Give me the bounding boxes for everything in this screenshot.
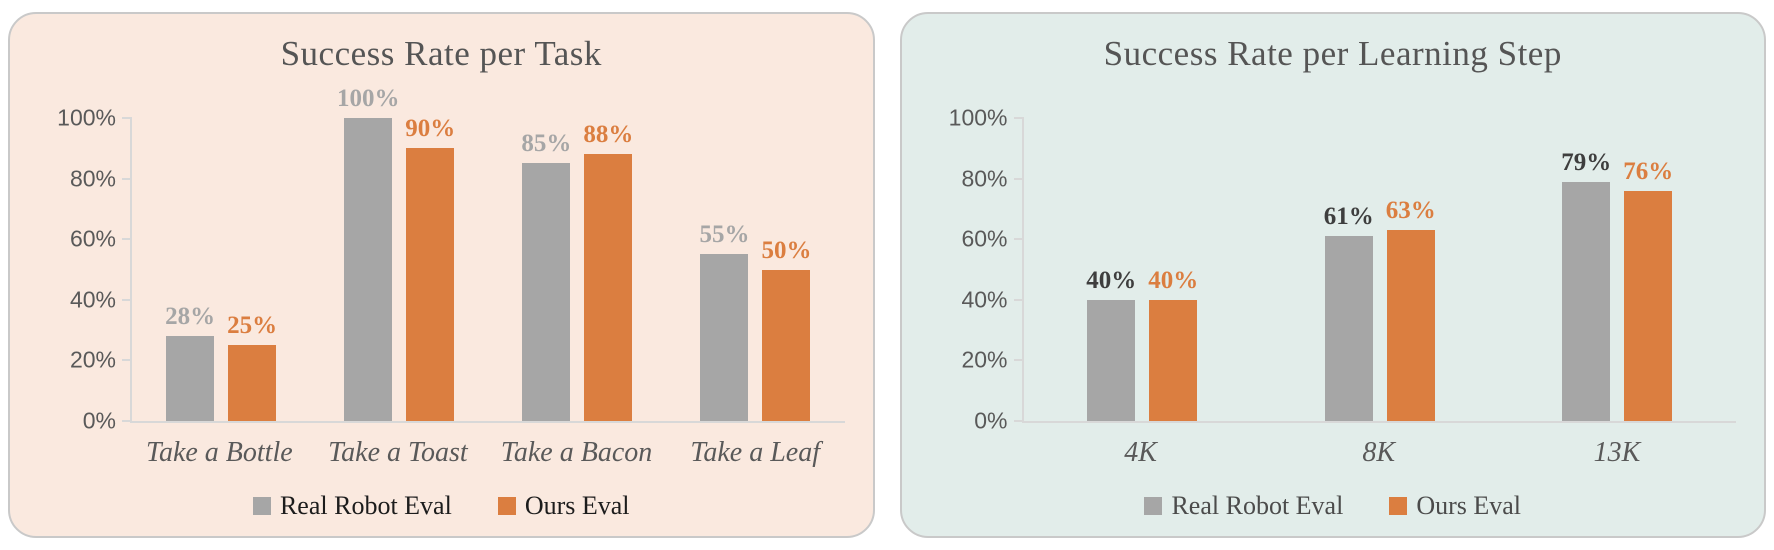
y-axis-tick-mark <box>122 420 132 422</box>
bar-group: 61% 63% <box>1261 118 1499 421</box>
y-axis-tick-label: 0% <box>974 407 1008 434</box>
chart-panel-learning-step: Success Rate per Learning Step 40% 40% 61%… <box>899 12 1766 538</box>
bar: 63% <box>1386 198 1436 421</box>
legend-item-real-robot-eval: Real Robot Eval <box>252 491 452 521</box>
legend: Real Robot Eval Ours Eval <box>22 491 861 521</box>
bar: 55% <box>699 222 749 421</box>
legend-swatch-gray-icon <box>252 497 271 515</box>
bar: 25% <box>227 313 277 421</box>
y-axis-tick-label: 20% <box>69 346 116 373</box>
x-axis-category-label: Take a Bacon <box>500 437 653 468</box>
legend-label: Real Robot Eval <box>279 491 452 520</box>
y-axis-tick-label: 0% <box>82 407 116 434</box>
y-axis-tick-label: 80% <box>961 165 1008 192</box>
x-axis-labels: 4K 8K 13K <box>1022 437 1737 469</box>
bar: 28% <box>165 304 215 421</box>
y-axis-tick-mark <box>1013 177 1024 180</box>
x-axis-category-label: 4K <box>1124 437 1157 468</box>
legend-label: Real Robot Eval <box>1171 491 1344 520</box>
bar-group: 28% 25% <box>132 118 310 421</box>
bar: 100% <box>337 86 399 421</box>
y-axis-tick-mark <box>1013 359 1024 362</box>
x-axis-labels: Take a Bottle Take a Toast Take a Bacon Tak… <box>130 437 845 469</box>
y-axis-tick-label: 20% <box>961 346 1008 373</box>
legend-label: Ours Eval <box>1416 491 1522 520</box>
bar-group: 40% 40% <box>1024 118 1262 421</box>
x-axis-category-label: 13K <box>1593 437 1641 468</box>
legend-item-real-robot-eval: Real Robot Eval <box>1144 491 1343 521</box>
x-axis-category-label: Take a Bottle <box>145 437 293 468</box>
chart-title: Success Rate per Learning Step <box>1103 34 1562 73</box>
bar: 76% <box>1623 159 1673 421</box>
bar: 40% <box>1086 268 1136 421</box>
chart-body: 40% 40% 61% 63% 79% 76% 0% 20% 40% 60% 80% 100% <box>949 106 1737 432</box>
bar-groups: 40% 40% 61% 63% 79% 76% <box>1024 118 1737 421</box>
bar-value-label: 50% <box>761 236 812 264</box>
legend-swatch-gray-icon <box>1144 497 1163 515</box>
bar-groups: 28% 25% 100% 90% 85% 88% 55% 50% <box>132 86 845 421</box>
y-axis-tick-mark <box>1013 238 1024 241</box>
bar: 79% <box>1561 150 1611 421</box>
y-axis-tick-mark <box>122 238 132 241</box>
chart-panel-task: Success Rate per Task 28% 25% 100% 90% 85% 88… <box>8 12 875 538</box>
x-axis-category-label: Take a Leaf <box>690 437 820 468</box>
y-axis-tick-label: 100% <box>948 104 1008 131</box>
y-axis-tick-label: 40% <box>69 286 116 313</box>
bar-value-label: 90% <box>405 115 456 143</box>
legend-item-ours-eval: Ours Eval <box>497 491 630 521</box>
y-axis-tick-mark <box>122 359 132 362</box>
bar: 90% <box>405 116 455 421</box>
x-axis-category-label: 8K <box>1362 437 1396 468</box>
y-axis-tick-label: 40% <box>961 286 1008 313</box>
bar-group: 55% 50% <box>666 118 844 421</box>
bar-value-label: 28% <box>165 303 216 331</box>
bar: 88% <box>583 122 633 421</box>
y-axis-tick-label: 80% <box>69 165 116 192</box>
y-axis-tick-mark <box>122 298 132 301</box>
bar-value-label: 61% <box>1323 203 1374 231</box>
bar: 50% <box>761 238 811 421</box>
y-axis-tick-mark <box>1013 420 1024 422</box>
bar-value-label: 25% <box>227 312 278 340</box>
y-axis-tick-label: 100% <box>57 104 116 131</box>
legend-item-ours-eval: Ours Eval <box>1389 491 1521 521</box>
legend-swatch-orange-icon <box>1389 497 1408 515</box>
x-axis-category-label: Take a Toast <box>328 437 468 468</box>
legend-label: Ours Eval <box>524 491 630 520</box>
bar-value-label: 79% <box>1561 148 1612 176</box>
legend: Real Robot Eval Ours Eval <box>914 491 1753 521</box>
plot-area: 40% 40% 61% 63% 79% 76% 0% 20% 40% 60% 80% 100% <box>949 106 1737 432</box>
y-axis-tick-label: 60% <box>69 225 116 252</box>
y-axis-tick-mark <box>1013 117 1024 119</box>
bar-group: 100% 90% <box>310 86 488 421</box>
y-axis-tick-mark <box>122 177 132 180</box>
plot-area: 28% 25% 100% 90% 85% 88% 55% 50% 0% 20% 40% 60% 80%… <box>57 86 845 432</box>
y-axis-tick-mark <box>122 117 132 119</box>
bar-value-label: 88% <box>583 121 634 149</box>
chart-body: 28% 25% 100% 90% 85% 88% 55% 50% 0% 20% 40% 60% 80%… <box>57 86 845 432</box>
bar-group: 85% 88% <box>488 118 666 421</box>
y-axis-tick-label: 60% <box>961 225 1008 252</box>
bar-value-label: 100% <box>336 85 400 112</box>
bar-value-label: 40% <box>1086 266 1137 294</box>
bar-group: 79% 76% <box>1499 118 1737 421</box>
bar-value-label: 40% <box>1148 266 1199 294</box>
y-axis-tick-mark <box>1013 298 1024 301</box>
bar-value-label: 63% <box>1385 197 1436 225</box>
chart-title: Success Rate per Task <box>280 34 602 73</box>
bar: 85% <box>521 131 571 421</box>
bar-value-label: 76% <box>1623 157 1674 185</box>
bar-value-label: 85% <box>521 130 572 158</box>
legend-swatch-orange-icon <box>497 497 516 515</box>
bar: 61% <box>1324 204 1374 421</box>
bar-value-label: 55% <box>699 221 750 249</box>
bar: 40% <box>1148 268 1198 421</box>
